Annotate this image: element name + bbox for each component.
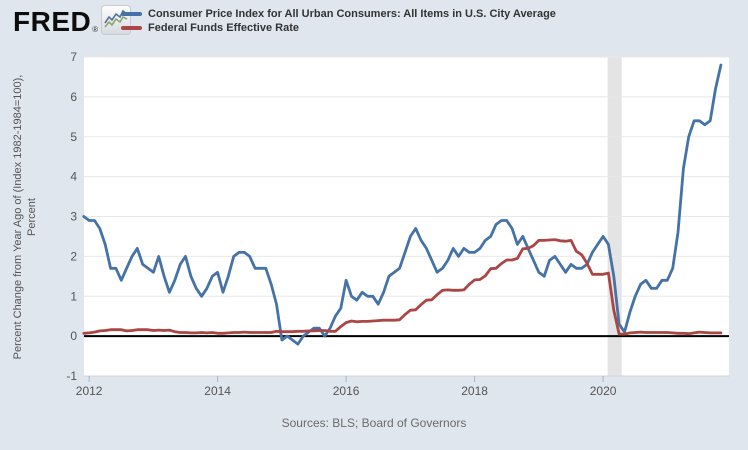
y-tick-label: 0: [70, 329, 77, 343]
x-tick-label: 2016: [333, 384, 360, 398]
y-tick-label: 4: [70, 170, 77, 184]
y-tick-label: 1: [70, 289, 77, 303]
fred-logo-text: FRED: [13, 6, 92, 37]
legend-item-cpi: Consumer Price Index for All Urban Consu…: [121, 7, 556, 21]
x-tick-label: 2014: [204, 384, 231, 398]
fred-logo: FRED ®: [13, 5, 132, 37]
fred-sparkline-icon: [101, 5, 132, 35]
fedfunds-line: [82, 238, 723, 336]
y-axis-title: Percent Change from Year Ago of (Index 1…: [11, 75, 39, 360]
y-tick-label: 2: [70, 249, 77, 263]
chart-legend: Consumer Price Index for All Urban Consu…: [121, 7, 556, 35]
x-tick-label: 2012: [76, 384, 103, 398]
y-axis-title-line1: Percent Change from Year Ago of (Index 1…: [12, 74, 24, 360]
sources-text: Sources: BLS; Board of Governors: [281, 416, 467, 430]
x-tick-label: 2020: [590, 384, 617, 398]
x-tick-label: 2018: [461, 384, 488, 398]
y-tick-label: 6: [70, 90, 77, 104]
y-tick-label: 5: [70, 130, 77, 144]
legend-item-fedfunds: Federal Funds Effective Rate: [121, 21, 556, 35]
registered-mark: ®: [92, 25, 99, 34]
y-axis-title-line2: Percent: [26, 198, 38, 236]
legend-label-fedfunds: Federal Funds Effective Rate: [148, 22, 299, 34]
cpi-line: [82, 63, 723, 346]
legend-label-cpi: Consumer Price Index for All Urban Consu…: [148, 8, 556, 20]
y-tick-label: -1: [66, 369, 77, 383]
y-tick-label: 7: [70, 50, 77, 64]
legend-swatch-cpi-icon: [121, 12, 142, 16]
legend-swatch-fedfunds-icon: [121, 26, 142, 30]
y-tick-label: 3: [70, 210, 77, 224]
